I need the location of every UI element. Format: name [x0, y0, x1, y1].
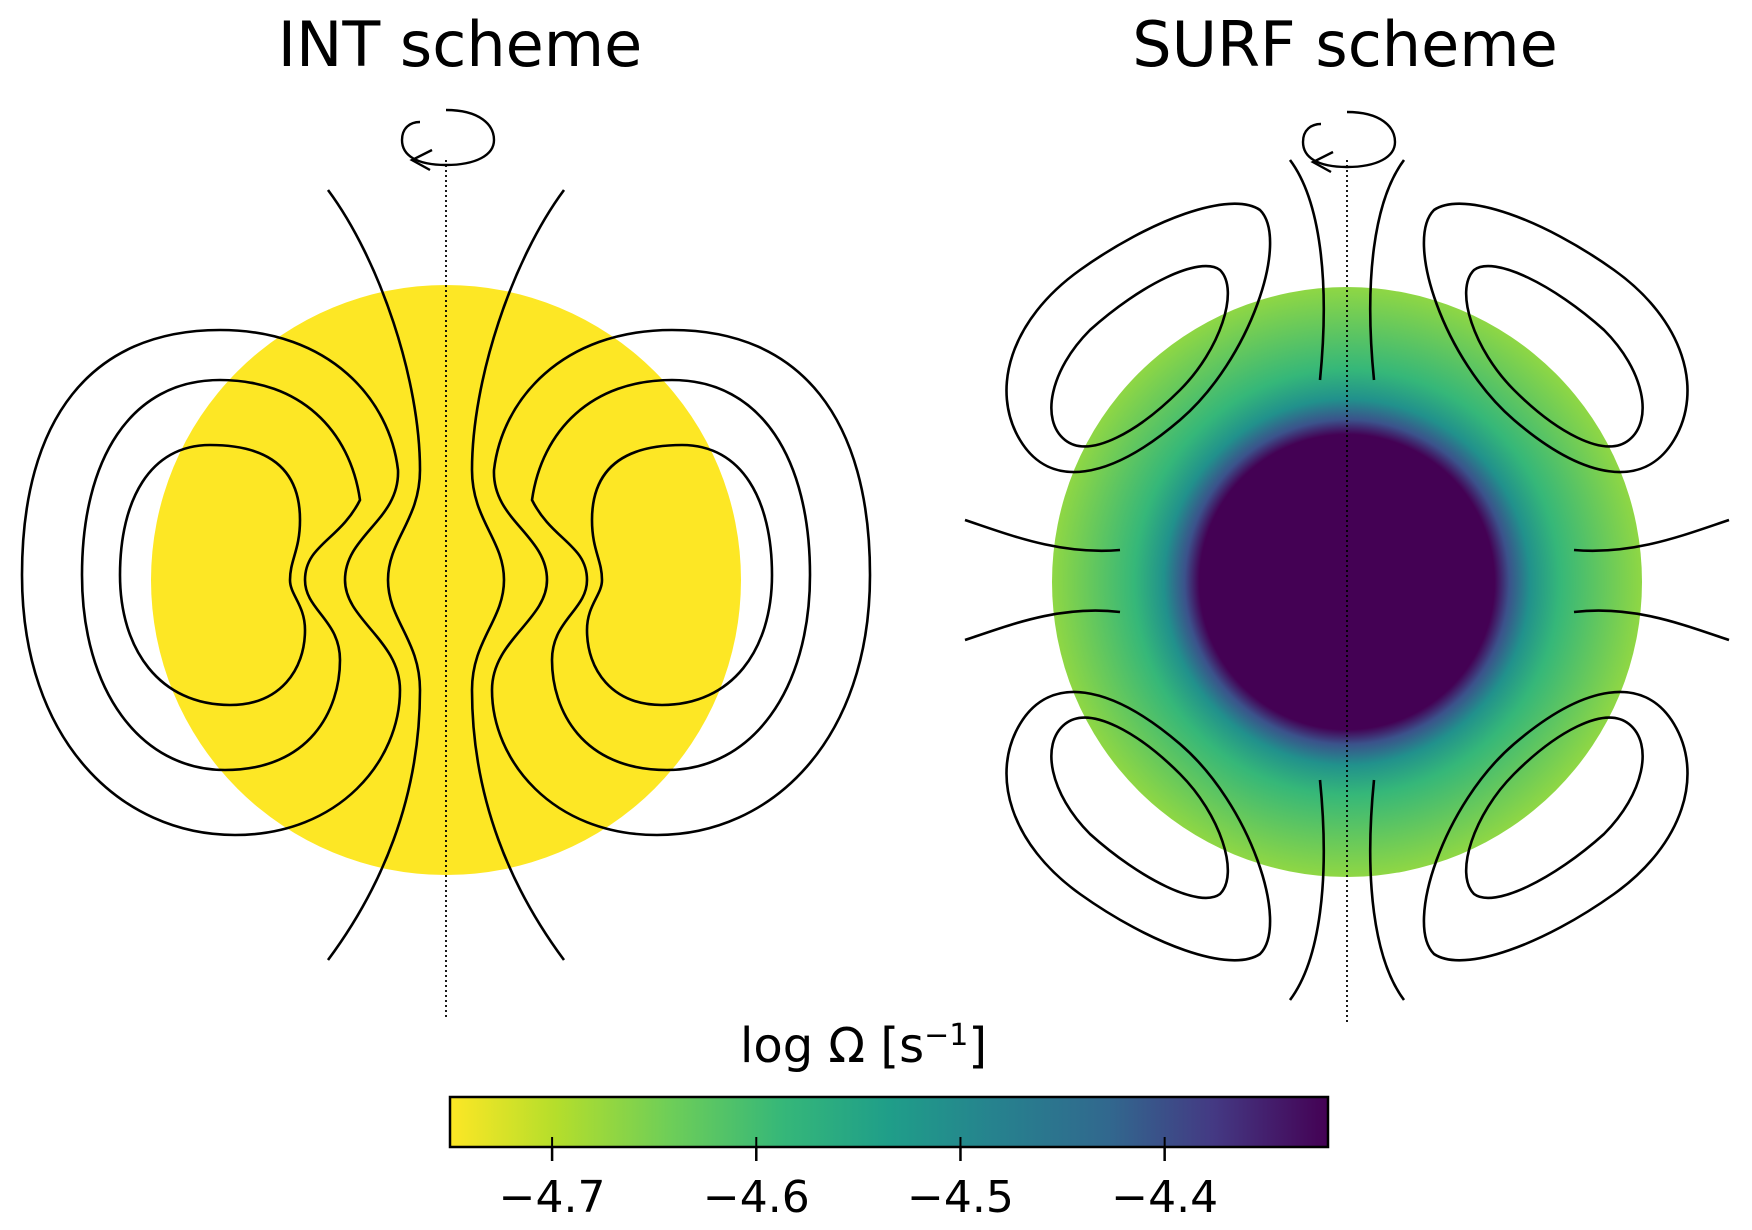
surf-equator-line-right-lower	[1573, 609, 1730, 642]
int-open-line-left	[326, 189, 422, 961]
int-loop-left-outer	[20, 328, 402, 837]
colorbar-label: log Ω [s−1]	[740, 1018, 987, 1074]
surf-loop-lower-right-inner	[1464, 716, 1644, 900]
surf-scheme-title: SURF scheme	[1132, 8, 1558, 81]
colorbar-tick-label: −4.7	[498, 1172, 606, 1223]
int-loop-right-inner	[585, 443, 774, 707]
int-rotation-arrow-icon	[400, 108, 496, 167]
int-rotation-arrowhead-icon	[409, 148, 433, 172]
surf-polar-line-bottom-left	[1288, 779, 1326, 1001]
colorbar-tick-label: −4.4	[1111, 1172, 1219, 1223]
surf-loop-upper-right-outer	[1422, 202, 1689, 474]
int-loop-right-middle	[530, 378, 812, 772]
surf-scheme-panel	[964, 110, 1730, 1025]
surf-equator-line-right-upper	[1573, 518, 1730, 553]
surf-rotation-arrow-icon	[1301, 110, 1397, 169]
colorbar-ticks	[550, 1137, 1166, 1161]
surf-polar-line-top-right	[1368, 159, 1406, 381]
int-scheme-title: INT scheme	[277, 8, 643, 81]
colorbar-tick-label: −4.5	[907, 1172, 1014, 1223]
int-open-line-right	[470, 189, 566, 961]
surf-polar-line-top-left	[1288, 159, 1326, 381]
int-loop-left-inner	[118, 443, 307, 707]
int-field-lines	[20, 189, 872, 961]
surf-field-lines	[964, 159, 1730, 1001]
surf-loop-lower-right-outer	[1422, 690, 1689, 962]
surf-loop-upper-left-inner	[1050, 264, 1230, 448]
int-loop-right-outer	[490, 328, 872, 837]
int-scheme-panel	[20, 108, 872, 1020]
surf-loop-upper-left-outer	[1005, 202, 1272, 474]
surf-equator-line-left-upper	[964, 518, 1121, 553]
colorbar-label-exponent: −1	[924, 1018, 969, 1053]
colorbar	[448, 1095, 1330, 1161]
colorbar-tick-label: −4.6	[702, 1172, 810, 1223]
surf-loop-lower-left-inner	[1050, 716, 1230, 900]
surf-rotation-arrowhead-icon	[1310, 150, 1334, 174]
colorbar-label-close: ]	[968, 1018, 988, 1074]
surf-loop-upper-right-inner	[1464, 264, 1644, 448]
surf-equator-line-left-lower	[964, 609, 1121, 642]
int-loop-left-middle	[80, 378, 362, 772]
colorbar-label-main: log Ω [s	[740, 1018, 925, 1074]
colorbar-gradient	[448, 1095, 1330, 1149]
surf-polar-line-bottom-right	[1368, 779, 1406, 1001]
surf-loop-lower-left-outer	[1005, 690, 1272, 962]
